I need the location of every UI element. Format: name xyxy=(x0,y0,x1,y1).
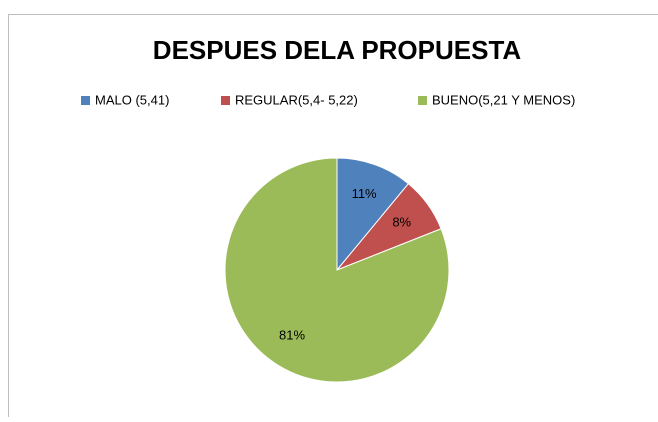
legend-swatch xyxy=(81,96,90,105)
legend-label: BUENO(5,21 Y MENOS) xyxy=(432,92,575,107)
legend-swatch xyxy=(418,96,427,105)
legend-label: MALO (5,41) xyxy=(95,92,169,107)
chart-title: DESPUES DELA PROPUESTA xyxy=(153,35,522,65)
legend-swatch xyxy=(221,96,230,105)
legend-label: REGULAR(5,4- 5,22) xyxy=(235,92,358,107)
data-label: 8% xyxy=(392,214,411,229)
data-label: 11% xyxy=(352,186,377,201)
data-label: 81% xyxy=(279,328,305,343)
